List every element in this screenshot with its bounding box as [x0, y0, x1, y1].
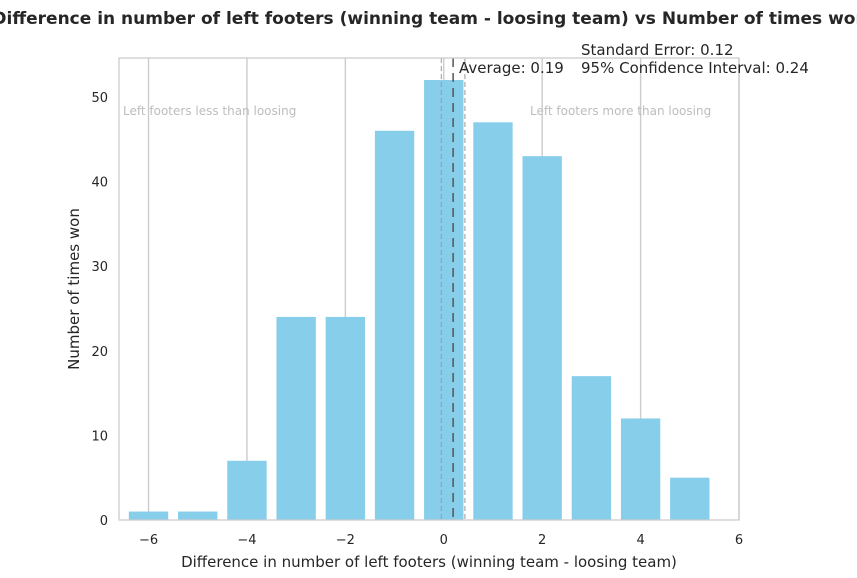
- x-tick-label: 6: [735, 533, 743, 548]
- x-tick-label: 2: [538, 533, 546, 548]
- y-tick-label: 20: [91, 345, 108, 360]
- bar-6: [424, 80, 464, 520]
- bars: [128, 80, 710, 521]
- y-tick-label: 10: [91, 429, 108, 444]
- y-axis-label: Number of times won: [65, 208, 83, 370]
- bar-4: [325, 316, 366, 520]
- y-tick-label: 40: [91, 176, 108, 191]
- bar-0: [128, 511, 169, 520]
- x-axis-label: Difference in number of left footers (wi…: [181, 553, 677, 571]
- x-tick-label: 4: [636, 533, 644, 548]
- bar-5: [374, 130, 415, 520]
- bar-9: [571, 376, 612, 520]
- bar-7: [473, 122, 513, 521]
- y-tick-label: 50: [91, 91, 108, 106]
- x-ticks: −6 −4 −2 0 2 4 6: [139, 533, 743, 548]
- y-ticks: 0 10 20 30 40 50: [91, 91, 108, 529]
- left-footers-more-note: Left footers more than loosing: [530, 104, 711, 118]
- bar-10: [620, 418, 661, 520]
- standard-error-annotation: Standard Error: 0.12: [581, 41, 734, 59]
- bar-11: [670, 477, 710, 520]
- bar-3: [276, 316, 316, 520]
- average-annotation: Average: 0.19: [459, 59, 564, 77]
- plot-frame: [118, 57, 740, 521]
- chart-title: Difference in number of left footers (wi…: [0, 9, 857, 29]
- left-footers-less-note: Left footers less than loosing: [123, 104, 296, 118]
- x-tick-label: −4: [237, 533, 256, 548]
- bar-2: [227, 460, 267, 520]
- x-tick-label: −2: [336, 533, 355, 548]
- bar-8: [522, 156, 562, 520]
- confidence-interval-annotation: 95% Confidence Interval: 0.24: [581, 59, 809, 77]
- y-tick-label: 0: [100, 514, 108, 529]
- x-tick-label: 0: [440, 533, 448, 548]
- x-tick-label: −6: [139, 533, 158, 548]
- reference-lines: [440, 58, 466, 520]
- y-tick-label: 30: [91, 260, 108, 275]
- bar-1: [178, 511, 218, 520]
